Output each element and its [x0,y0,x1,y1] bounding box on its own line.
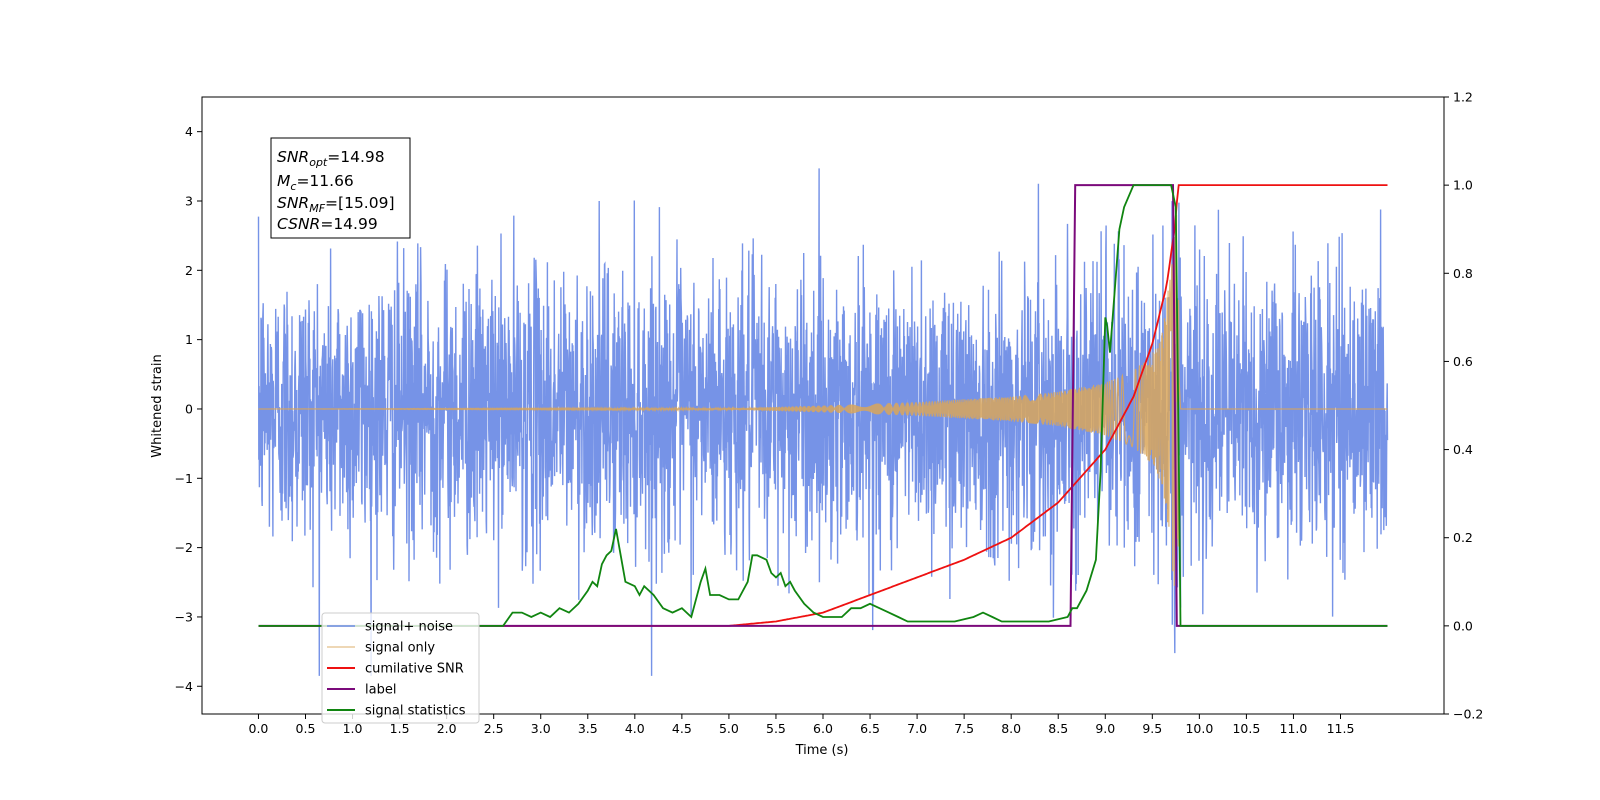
y-axis-right: −0.2 0.0 0.2 0.4 0.6 0.8 1.0 1.2 [1444,90,1483,722]
y-right-tick-label: 0.6 [1453,354,1473,369]
x-tick-label: 5.0 [719,721,739,736]
legend: signal+ noise signal only cumilative SNR la… [321,612,480,724]
x-tick-label: 6.0 [813,721,833,736]
x-tick-label: 2.0 [437,721,457,736]
x-tick-label: 2.5 [484,721,504,736]
x-axis: 0.0 0.5 1.0 1.5 2.0 2.5 3.0 3.5 4.0 4.5 5.0 5.5 6.0 6… [249,714,1355,736]
annotation-csnr: CSNR=14.99 [277,215,378,233]
x-tick-label: 3.0 [531,721,551,736]
x-tick-label: 6.5 [860,721,880,736]
x-tick-label: 10.5 [1232,721,1260,736]
y-right-tick-label: 1.0 [1453,178,1473,193]
annotation-box: SNRopt=14.98 Mc=11.66 SNRMF=[15.09] CSNR… [270,137,411,239]
legend-label: signal+ noise [365,620,453,635]
y-left-tick-label: 4 [185,124,193,139]
x-tick-label: 4.0 [625,721,645,736]
legend-label: signal only [365,641,435,656]
legend-label: cumilative SNR [365,662,464,677]
y-right-tick-label: 1.2 [1453,90,1473,105]
y-left-tick-label: −2 [175,540,193,555]
annotation-snr-mf: SNRMF=[15.09] [277,194,395,215]
x-tick-label: 7.5 [954,721,974,736]
x-tick-label: 4.5 [672,721,692,736]
y-right-tick-label: 0.4 [1453,442,1473,457]
x-tick-label: 10.0 [1185,721,1213,736]
y-left-tick-label: 3 [185,193,193,208]
legend-label: label [365,683,396,698]
legend-box [321,612,480,724]
x-axis-label: Time (s) [795,743,849,758]
x-tick-label: 0.0 [249,721,269,736]
annotation-snr-opt: SNRopt=14.98 [277,148,385,169]
x-tick-label: 11.0 [1280,721,1308,736]
y-right-tick-label: −0.2 [1453,707,1483,722]
series-signal-statistics [258,184,1388,627]
annotation-mc: Mc=11.66 [277,172,354,193]
x-tick-label: 9.0 [1095,721,1115,736]
x-tick-label: 0.5 [296,721,316,736]
y-left-tick-label: −4 [175,679,193,694]
x-tick-label: 1.5 [390,721,410,736]
x-tick-label: 11.5 [1327,721,1355,736]
x-tick-label: 9.5 [1142,721,1162,736]
x-tick-label: 5.5 [766,721,786,736]
y-left-tick-label: 0 [185,401,193,416]
y-right-tick-label: 0.0 [1453,618,1473,633]
x-tick-label: 1.0 [343,721,363,736]
x-tick-label: 7.0 [907,721,927,736]
x-tick-label: 8.0 [1001,721,1021,736]
y-left-tick-label: 2 [185,263,193,278]
series-signal-noise [257,168,1389,676]
y-axis-label: Whitened strain [150,354,165,457]
x-tick-label: 8.5 [1048,721,1068,736]
y-right-tick-label: 0.8 [1453,266,1473,281]
legend-label: signal statistics [365,704,466,719]
y-left-tick-label: −3 [175,609,193,624]
y-axis-left: −4 −3 −2 −1 0 1 2 3 4 [175,124,202,694]
y-left-tick-label: 1 [185,332,193,347]
y-left-tick-label: −1 [175,471,193,486]
x-tick-label: 3.5 [578,721,598,736]
series-signal-only [258,207,1388,586]
y-right-tick-label: 0.2 [1453,530,1473,545]
